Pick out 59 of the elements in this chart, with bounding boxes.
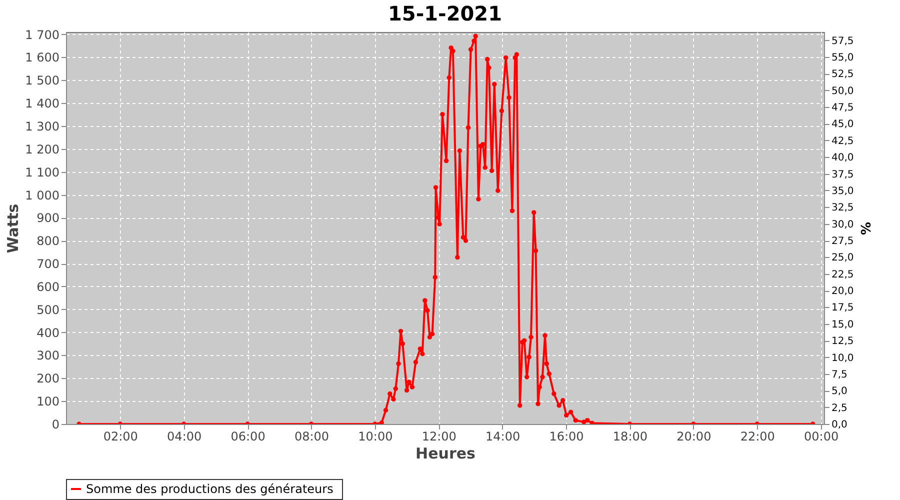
y2-tick-label: 55,0 xyxy=(832,52,854,64)
y2-tick-label: 17,5 xyxy=(832,302,854,314)
y2-tick-label: 35,0 xyxy=(832,186,854,197)
x-tick-label: 08:00 xyxy=(294,430,330,444)
y-tick-label: 1 600 xyxy=(25,50,60,65)
y2-tick-label: 50,0 xyxy=(832,86,854,97)
x-tick-label: 04:00 xyxy=(167,430,202,444)
y-tick-label: 1 100 xyxy=(25,165,60,180)
legend-label: Somme des productions des générateurs xyxy=(86,482,334,496)
y-axis-title: Watts xyxy=(4,204,22,254)
y2-tick-label: 2,5 xyxy=(832,402,848,414)
y-tick-label: 1 500 xyxy=(25,74,60,88)
x-tick-label: 20:00 xyxy=(676,430,712,444)
x-tick-label: 06:00 xyxy=(230,430,266,444)
x-tick-label: 22:00 xyxy=(740,430,775,444)
x-tick-label: 12:00 xyxy=(422,430,456,444)
y2-tick-label: 42,5 xyxy=(832,136,854,147)
y-tick-label: 600 xyxy=(36,280,60,294)
chart-title: 15-1-2021 xyxy=(388,1,502,26)
y-tick-label: 1 700 xyxy=(25,28,60,42)
y-tick-label: 100 xyxy=(36,394,60,409)
y2-tick-label: 30,0 xyxy=(832,219,854,230)
y-tick-label: 200 xyxy=(36,372,60,386)
y2-axis-title: % xyxy=(856,222,872,236)
x-tick-label: 18:00 xyxy=(612,430,648,444)
y2-tick-label: 12,5 xyxy=(832,336,854,348)
x-tick-label: 16:00 xyxy=(549,430,584,444)
y2-tick-label: 25,0 xyxy=(832,252,854,264)
y2-tick-label: 10,0 xyxy=(832,352,854,364)
x-axis-title: Heures xyxy=(416,444,476,462)
y2-tick-label: 7,5 xyxy=(832,369,848,380)
y2-tick-label: 27,5 xyxy=(832,236,854,248)
y-tick-label: 1 400 xyxy=(25,96,60,111)
y2-tick-label: 45,0 xyxy=(832,119,854,130)
y-tick-label: 500 xyxy=(36,302,60,317)
y2-tick-label: 15,0 xyxy=(832,319,854,330)
y-tick-label: 700 xyxy=(36,257,60,272)
y-tick-label: 1 300 xyxy=(25,119,60,134)
x-tick-label: 10:00 xyxy=(358,430,393,444)
y-tick-label: 1 200 xyxy=(25,142,60,156)
y-tick-label: 400 xyxy=(36,326,60,340)
y-tick-label: 0 xyxy=(52,418,60,432)
y2-tick-label: 20,0 xyxy=(832,286,854,298)
y2-tick-label: 22,5 xyxy=(832,269,854,280)
y2-tick-label: 40,0 xyxy=(832,152,854,164)
y2-tick-label: 37,5 xyxy=(832,169,854,180)
y2-tick-label: 5,0 xyxy=(832,386,848,398)
y-tick-label: 800 xyxy=(36,234,60,248)
y2-tick-label: 57,5 xyxy=(832,36,854,47)
x-tick-label: 02:00 xyxy=(103,430,138,444)
y-tick-label: 300 xyxy=(36,348,60,363)
y-tick-label: 1 000 xyxy=(25,188,60,202)
y2-tick-label: 32,5 xyxy=(832,202,854,214)
y-tick-label: 900 xyxy=(36,211,60,226)
y2-tick-label: 52,5 xyxy=(832,69,854,80)
x-tick-label: 00:00 xyxy=(804,430,839,444)
x-tick-label: 14:00 xyxy=(486,430,520,444)
y2-tick-label: 0,0 xyxy=(832,420,848,430)
y2-tick-label: 47,5 xyxy=(832,102,854,114)
